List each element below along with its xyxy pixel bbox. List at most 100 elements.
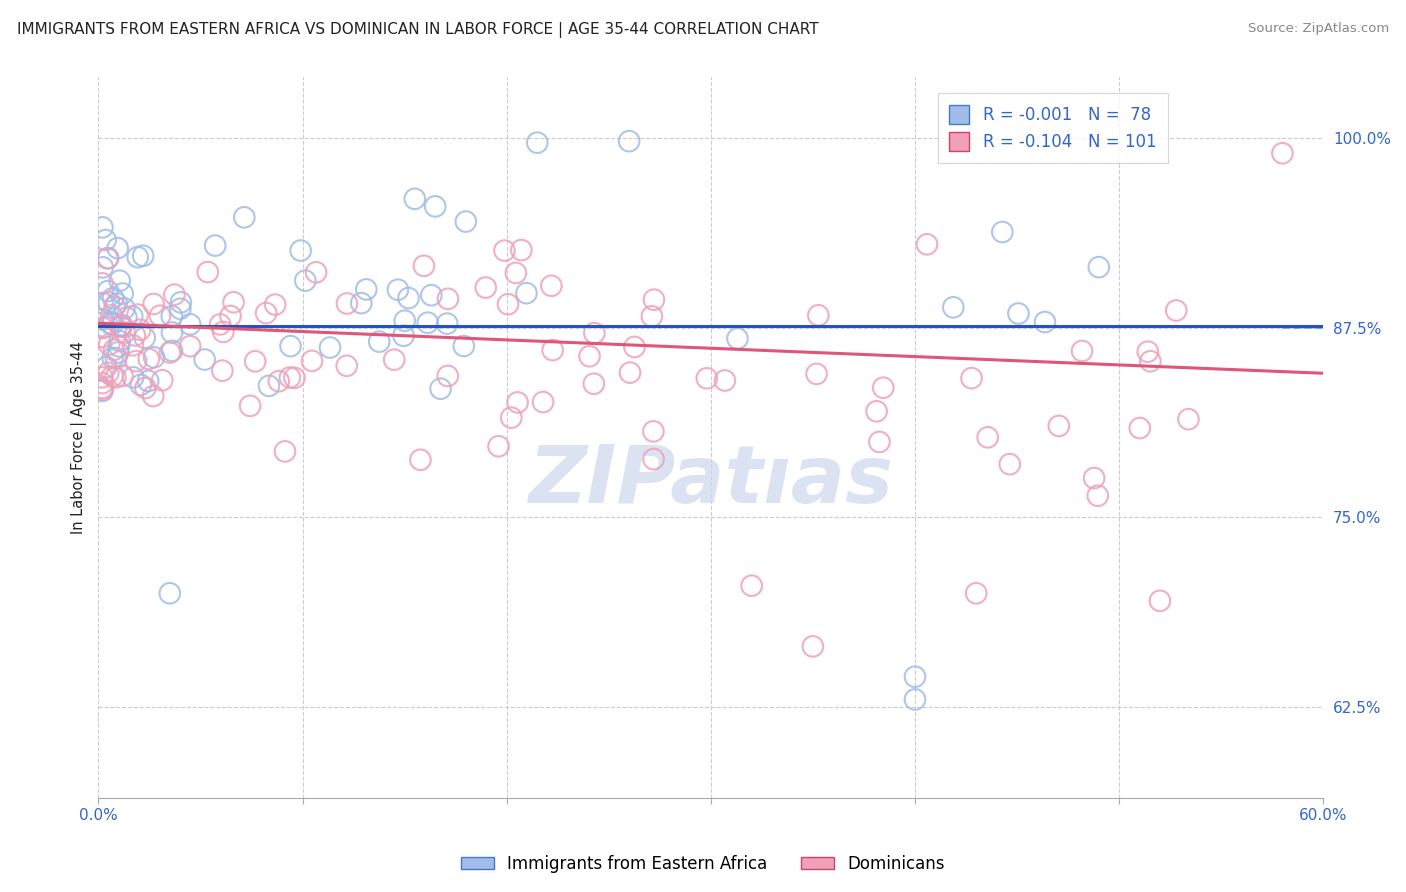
Point [142,297,165,311]
Point [134,381,156,395]
Point [91,296,114,310]
Point [104,300,127,314]
Point [429,382,451,396]
Point [111,318,134,332]
Point [101,317,124,331]
Point [233,211,256,225]
Point [960,371,983,385]
Point [578,349,600,363]
Point [290,244,312,258]
Point [541,343,564,357]
Point [132,249,155,263]
Point [409,452,432,467]
Point [91,321,114,335]
Point [976,430,998,444]
Point [179,318,201,332]
Point [505,266,527,280]
Point [142,389,165,403]
Point [991,225,1014,239]
Point [623,340,645,354]
Point [163,287,186,301]
Point [111,368,134,383]
Point [149,309,172,323]
Point [91,383,114,397]
Point [278,370,301,384]
Point [110,319,132,334]
Point [1033,315,1056,329]
Point [454,214,477,228]
Point [453,339,475,353]
Point [274,444,297,458]
Point [437,292,460,306]
Point [904,670,927,684]
Point [283,371,305,385]
Point [121,310,143,324]
Point [254,306,277,320]
Point [801,640,824,654]
Point [112,301,135,316]
Point [643,452,665,467]
Point [105,296,128,310]
Point [336,359,359,373]
Text: IMMIGRANTS FROM EASTERN AFRICA VS DOMINICAN IN LABOR FORCE | AGE 35-44 CORRELATI: IMMIGRANTS FROM EASTERN AFRICA VS DOMINI… [17,22,818,38]
Point [101,291,124,305]
Point [204,238,226,252]
Point [257,379,280,393]
Point [160,343,183,358]
Point [436,368,458,383]
Point [160,309,183,323]
Point [617,134,640,148]
Point [392,328,415,343]
Point [394,314,416,328]
Point [494,244,516,258]
Point [211,364,233,378]
Point [1007,306,1029,320]
Point [108,339,131,353]
Point [583,326,606,340]
Point [124,328,146,343]
Point [350,296,373,310]
Point [209,318,232,332]
Point [526,136,548,150]
Point [496,297,519,311]
Point [239,399,262,413]
Point [727,331,749,345]
Point [114,326,136,340]
Point [294,274,316,288]
Point [143,351,166,365]
Point [127,308,149,322]
Point [425,199,447,213]
Point [1166,303,1188,318]
Point [1374,138,1396,153]
Point [643,293,665,307]
Point [1087,489,1109,503]
Point [136,374,159,388]
Point [540,278,562,293]
Point [98,316,121,330]
Point [305,265,328,279]
Point [108,274,131,288]
Point [915,237,938,252]
Point [807,308,830,322]
Point [806,367,828,381]
Point [868,434,890,449]
Point [942,300,965,314]
Point [515,286,537,301]
Point [696,371,718,385]
Point [94,320,117,334]
Point [125,354,148,368]
Point [998,457,1021,471]
Point [159,345,181,359]
Point [107,241,129,255]
Point [179,339,201,353]
Point [741,579,763,593]
Legend: R = -0.001   N =  78, R = -0.104   N = 101: R = -0.001 N = 78, R = -0.104 N = 101 [938,93,1168,163]
Point [865,404,887,418]
Point [222,295,245,310]
Point [212,325,235,339]
Point [488,439,510,453]
Point [105,351,128,366]
Point [91,260,114,275]
Point [398,291,420,305]
Point [506,395,529,409]
